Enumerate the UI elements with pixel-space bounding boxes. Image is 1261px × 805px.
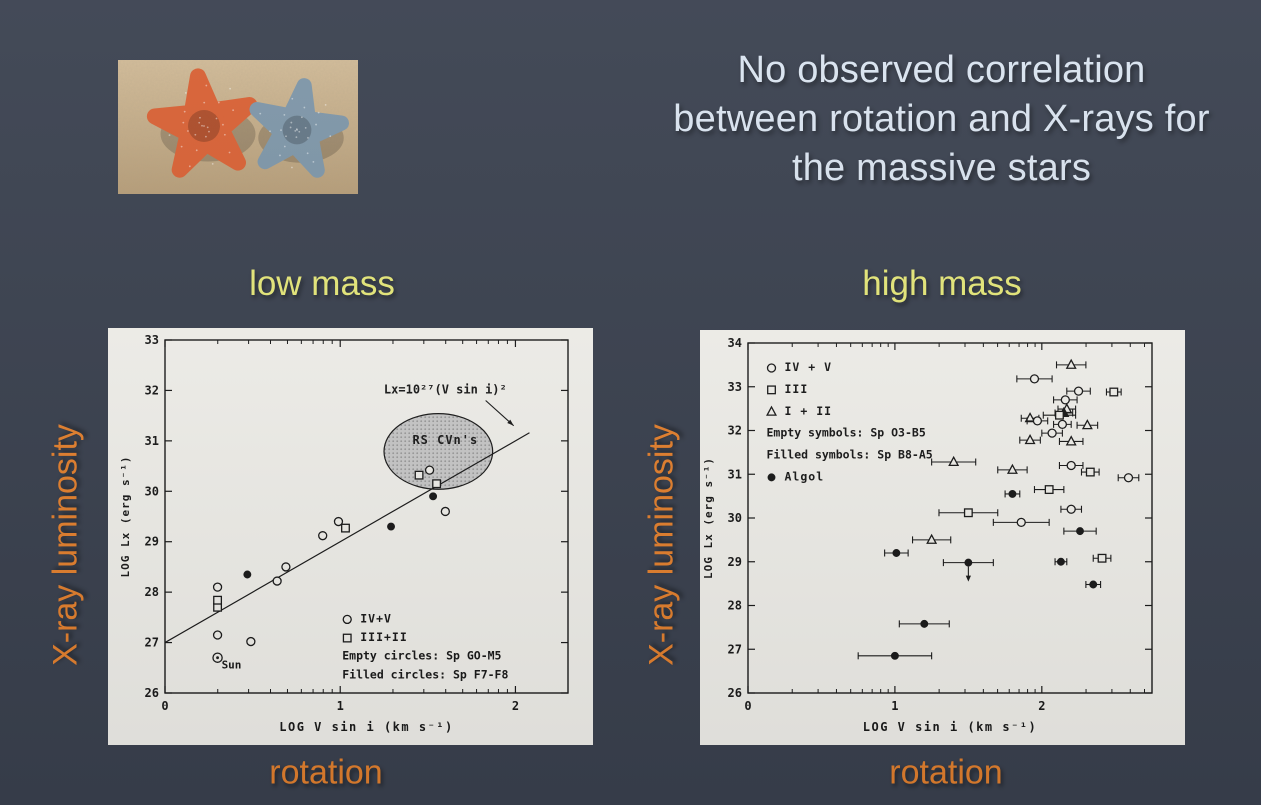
svg-text:32: 32 — [728, 424, 742, 438]
svg-text:2: 2 — [1038, 699, 1045, 713]
svg-text:28: 28 — [145, 585, 159, 599]
svg-text:27: 27 — [728, 642, 742, 656]
rotation-label-left: rotation — [269, 753, 383, 792]
svg-text:27: 27 — [145, 636, 159, 650]
svg-text:26: 26 — [145, 686, 159, 700]
low-mass-label: low mass — [249, 264, 395, 303]
svg-text:1: 1 — [337, 699, 344, 713]
svg-text:31: 31 — [145, 434, 159, 448]
svg-text:RS CVn's: RS CVn's — [412, 433, 478, 447]
xray-luminosity-label-left: X-ray luminosity — [46, 424, 85, 666]
svg-text:1: 1 — [891, 699, 898, 713]
svg-text:Lx=10²⁷(V sin i)²: Lx=10²⁷(V sin i)² — [384, 382, 507, 396]
svg-text:32: 32 — [145, 383, 159, 397]
svg-text:Empty symbols: Sp O3-B5: Empty symbols: Sp O3-B5 — [767, 426, 926, 440]
high-mass-scatter-plot: 0 1 2 26 27 28 29 30 31 32 33 34 LOG V sin i (km s⁻¹… — [700, 330, 1185, 745]
svg-text:I + II: I + II — [785, 404, 833, 418]
slide-title: No observed correlation between rotation… — [622, 46, 1261, 193]
starfish-photo — [118, 60, 358, 194]
svg-text:33: 33 — [728, 380, 742, 394]
svg-text:34: 34 — [728, 336, 742, 350]
svg-text:III: III — [785, 382, 809, 396]
svg-text:0: 0 — [161, 699, 168, 713]
title-line-2: between rotation and X-rays for — [673, 98, 1210, 140]
starfish-photo-graphic — [118, 60, 358, 194]
svg-text:Filled symbols: Sp B8-A5: Filled symbols: Sp B8-A5 — [767, 448, 933, 462]
rotation-label-right: rotation — [889, 753, 1003, 792]
svg-text:29: 29 — [145, 535, 159, 549]
svg-text:31: 31 — [728, 467, 742, 481]
svg-text:LOG Lx (erg s⁻¹): LOG Lx (erg s⁻¹) — [119, 456, 132, 578]
svg-text:29: 29 — [728, 555, 742, 569]
svg-text:III+II: III+II — [360, 630, 408, 644]
svg-text:0: 0 — [744, 699, 751, 713]
svg-text:28: 28 — [728, 599, 742, 613]
svg-text:Sun: Sun — [222, 659, 242, 672]
title-line-1: No observed correlation — [737, 49, 1146, 91]
svg-text:33: 33 — [145, 333, 159, 347]
svg-text:IV + V: IV + V — [785, 360, 833, 374]
svg-text:30: 30 — [728, 511, 742, 525]
svg-text:2: 2 — [512, 699, 519, 713]
svg-text:LOG V sin i (km s⁻¹): LOG V sin i (km s⁻¹) — [279, 720, 454, 734]
svg-text:Algol: Algol — [785, 469, 825, 483]
svg-text:Filled circles: Sp F7-F8: Filled circles: Sp F7-F8 — [342, 667, 508, 681]
title-line-3: the massive stars — [791, 147, 1092, 189]
xray-luminosity-label-right: X-ray luminosity — [642, 424, 681, 666]
svg-text:26: 26 — [728, 686, 742, 700]
svg-text:LOG V sin i (km s⁻¹): LOG V sin i (km s⁻¹) — [863, 720, 1038, 734]
svg-text:LOG Lx (erg s⁻¹): LOG Lx (erg s⁻¹) — [702, 457, 715, 579]
svg-text:30: 30 — [145, 484, 159, 498]
svg-text:Empty circles: Sp GO-M5: Empty circles: Sp GO-M5 — [342, 649, 501, 663]
high-mass-label: high mass — [862, 264, 1022, 303]
svg-text:IV+V: IV+V — [360, 611, 392, 625]
low-mass-scatter-plot: RS CVn's Lx=10²⁷(V sin i)² 0 1 2 26 27 28 29 30 31… — [108, 328, 593, 745]
